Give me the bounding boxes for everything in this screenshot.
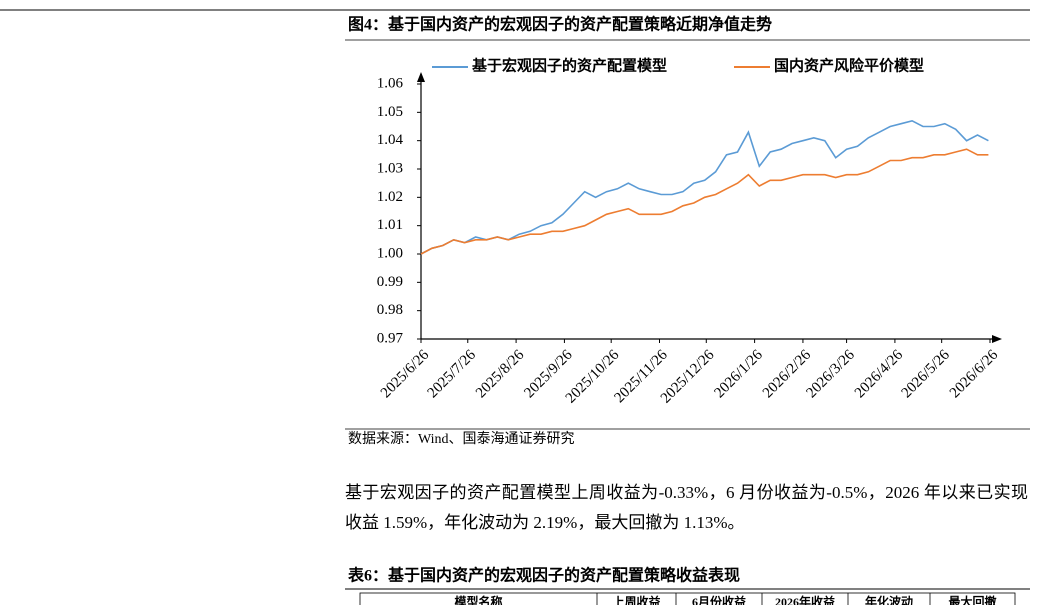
- y-tick-label: 1.00: [377, 245, 403, 261]
- y-tick-label: 1.01: [377, 217, 403, 233]
- table-header-cell: 最大回撤: [948, 594, 996, 605]
- y-tick-label: 0.98: [377, 302, 403, 318]
- x-tick-label: 2026/4/26: [852, 347, 907, 402]
- table-header-cell: 年化波动: [865, 594, 913, 605]
- legend-label: 国内资产风险平价模型: [774, 56, 924, 74]
- table-header-cell: 模型名称: [454, 594, 502, 605]
- table-header-cell: 上周收益: [612, 594, 660, 605]
- x-tick-label: 2026/3/26: [804, 347, 859, 402]
- y-axis-arrow: [417, 72, 425, 82]
- figure-title: 图4：基于国内资产的宏观因子的资产配置策略近期净值走势: [348, 15, 772, 34]
- y-tick-label: 1.03: [377, 160, 403, 176]
- table-header-row: [359, 592, 1016, 605]
- y-tick-label: 1.05: [377, 104, 403, 120]
- x-axis-arrow: [992, 335, 1002, 343]
- series-line: [420, 119, 989, 255]
- x-tick-label: 2025/6/26: [378, 347, 433, 402]
- series-line: [420, 148, 989, 255]
- table-header-cell: 2026年收益: [775, 594, 835, 605]
- y-tick-label: 1.02: [377, 189, 403, 205]
- chart: 0.97 0.98 0.99 1.00 1.01 1.02 1.03 1.04 1.05 1.06…: [377, 56, 1002, 407]
- y-tick-label: 1.04: [377, 132, 404, 148]
- table-header-cell: 6月份收益: [692, 594, 746, 605]
- figure-source: 数据来源：Wind、国泰海通证券研究: [348, 431, 575, 447]
- table-header: 模型名称 上周收益 6月份收益 2026年收益 年化波动 最大回撤: [454, 593, 997, 605]
- x-tick-label: 2026/6/26: [947, 347, 1002, 402]
- legend-label: 基于宏观因子的资产配置模型: [471, 56, 667, 74]
- x-tick-label: 2026/1/26: [712, 347, 767, 402]
- y-tick-label: 0.97: [377, 330, 404, 346]
- y-tick-label: 0.99: [377, 274, 403, 290]
- x-tick-label: 2025/7/26: [425, 347, 480, 402]
- table-title: 表6：基于国内资产的宏观因子的资产配置策略收益表现: [347, 566, 740, 585]
- x-tick-label: 2026/5/26: [899, 347, 954, 402]
- x-tick-label: 2025/8/26: [473, 347, 528, 402]
- y-tick-label: 1.06: [377, 75, 404, 91]
- paragraph: 基于宏观因子的资产配置模型上周收益为-0.33%，6 月份收益为-0.5%，20…: [345, 483, 1028, 532]
